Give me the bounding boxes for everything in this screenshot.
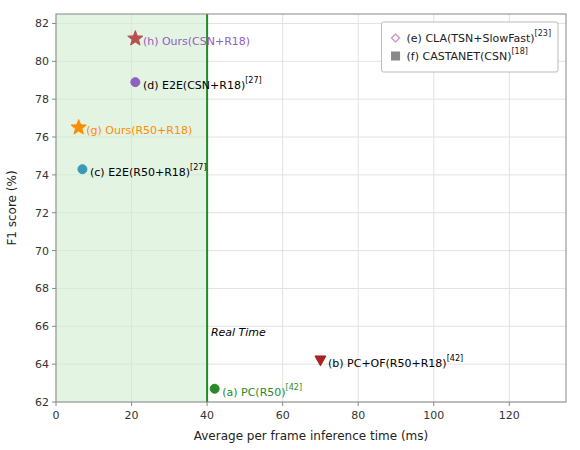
point [131, 78, 140, 87]
vertical-line [206, 14, 208, 402]
tick-label: 0 [53, 409, 60, 422]
grid [56, 14, 566, 402]
point [78, 165, 87, 174]
chart: 0 20 40 60 80 100 120 62 64 66 68 70 72 74 76 78 80 82 Ave… [0, 0, 580, 450]
point-label-group: (c) E2E(R50+R18)[27] [90, 163, 207, 179]
tick-label: 40 [200, 409, 214, 422]
grid-line [282, 14, 283, 402]
background [0, 0, 580, 450]
tick [52, 61, 56, 62]
tick [52, 212, 56, 213]
point-label-group: (b) PC+OF(R50+R18)[42] [328, 354, 463, 370]
tick-label: 70 [35, 245, 49, 258]
tick [52, 99, 56, 100]
plot-area [56, 14, 326, 402]
tick-label: 74 [35, 169, 49, 182]
legend-symbol [392, 52, 400, 60]
point [128, 31, 143, 45]
tick [509, 402, 510, 406]
point-label-group: (a) PC(R50)[42] [222, 382, 302, 398]
tick [52, 137, 56, 138]
tick-label: 82 [35, 17, 49, 30]
point-ref: [42] [447, 354, 463, 363]
point-label: (a) PC(R50) [222, 385, 285, 398]
tick-label: 78 [35, 93, 49, 106]
tick-label: 100 [423, 409, 444, 422]
tick-label: 80 [351, 409, 365, 422]
tick-label: 72 [35, 207, 49, 220]
point-label-group: (g) Ours(R50+R18) [86, 124, 192, 137]
tick [56, 402, 57, 406]
tick [52, 402, 56, 403]
tick [52, 326, 56, 327]
plot-frame [56, 14, 566, 402]
tick [131, 402, 132, 406]
point-label: (d) E2E(CSN+R18) [143, 78, 245, 91]
point-label-group: (h) Ours(CSN+R18) [143, 35, 250, 48]
annotation: Real Time [211, 326, 266, 339]
grid-line [207, 14, 208, 402]
point-label: (g) Ours(R50+R18) [86, 124, 192, 137]
y-axis-label: F1 score (%) [5, 170, 19, 245]
legend-label: (e) CLA(TSN+SlowFast) [407, 32, 535, 45]
tick [52, 250, 56, 251]
tick [52, 288, 56, 289]
point-label: (h) Ours(CSN+R18) [143, 35, 250, 48]
tick-label: 62 [35, 396, 49, 409]
tick-label: 120 [499, 409, 520, 422]
tick [433, 402, 434, 406]
point-ref: [27] [245, 75, 261, 84]
tick-label: 64 [35, 358, 49, 371]
axes: 0 20 40 60 80 100 120 62 64 66 68 70 72 74 76 78 80 82 [35, 17, 520, 422]
tick-label: 60 [276, 409, 290, 422]
shaded-region [56, 14, 207, 402]
point [210, 384, 219, 393]
legend-ref: [18] [511, 47, 527, 56]
tick [358, 402, 359, 406]
legend-entry: (e) CLA(TSN+SlowFast)[23] [407, 29, 551, 45]
point-label: (b) PC+OF(R50+R18) [328, 357, 447, 370]
tick-label: 68 [35, 282, 49, 295]
legend: (e) CLA(TSN+SlowFast)[23] (f) CASTANET(CS… [382, 22, 558, 72]
legend-box [382, 22, 558, 72]
tick [207, 402, 208, 406]
tick [52, 364, 56, 365]
tick [52, 23, 56, 24]
grid-line [358, 14, 359, 402]
legend-ref: [23] [535, 29, 551, 38]
point-label: (c) E2E(R50+R18) [90, 166, 190, 179]
tick-label: 20 [125, 409, 139, 422]
tick-label: 76 [35, 131, 49, 144]
legend-label: (f) CASTANET(CSN) [407, 50, 512, 63]
tick-label: 80 [35, 55, 49, 68]
point [71, 120, 86, 134]
point-ref: [27] [190, 163, 206, 172]
point [315, 356, 326, 366]
tick [52, 174, 56, 175]
legend-symbol [392, 34, 400, 42]
point-ref: [42] [286, 382, 302, 391]
tick-label: 66 [35, 320, 49, 333]
point-label-group: (d) E2E(CSN+R18)[27] [143, 75, 262, 91]
x-axis-label: Average per frame inference time (ms) [194, 429, 428, 443]
tick [282, 402, 283, 406]
point-labels: (a) PC(R50)[42](b) PC+OF(R50+R18)[42](c)… [86, 35, 463, 398]
legend-entry: (f) CASTANET(CSN)[18] [407, 47, 528, 63]
